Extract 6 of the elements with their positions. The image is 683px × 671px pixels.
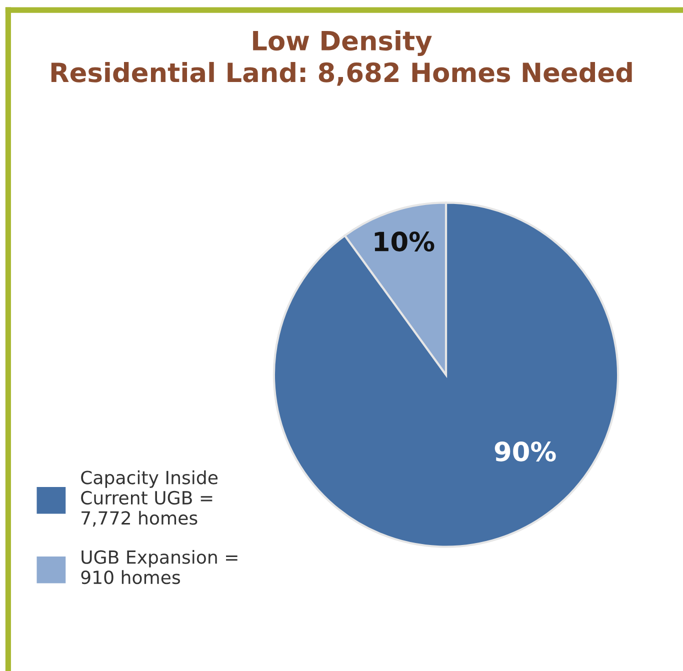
chart-title: Low Density Residential Land: 8,682 Homes Needed bbox=[51, 30, 632, 86]
legend-label: UGB Expansion = 910 homes bbox=[81, 550, 238, 584]
pie-slice bbox=[272, 202, 620, 548]
data-label: 90% bbox=[494, 442, 556, 462]
legend-label: Capacity Inside Current UGB = 7,772 homes bbox=[81, 470, 218, 527]
data-label: 10% bbox=[374, 232, 434, 252]
